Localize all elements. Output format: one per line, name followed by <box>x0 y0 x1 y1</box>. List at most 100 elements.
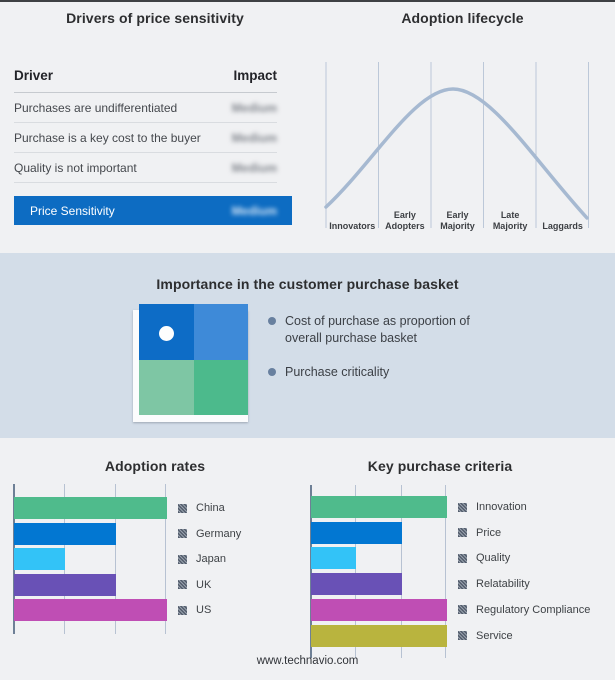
impact-cell-blurred: Medium <box>231 130 277 145</box>
stage-label: Laggards <box>542 220 583 231</box>
key-purchase-criteria-chart-title: Key purchase criteria <box>367 458 513 474</box>
bar-us <box>14 599 167 621</box>
bar-regulatory-compliance <box>311 598 447 621</box>
bullet-text: Cost of purchase as proportion of overal… <box>285 314 470 345</box>
table-header-row: Driver Impact <box>14 68 277 93</box>
legend-label: China <box>196 502 225 514</box>
legend-item: Innovation <box>458 496 527 518</box>
bar-germany <box>14 522 116 545</box>
x-gridline <box>115 484 116 634</box>
quadrant-cell-bottom-right <box>193 359 248 415</box>
legend-label: Quality <box>476 552 511 565</box>
legend-item: Regulatory Compliance <box>458 599 590 621</box>
stage-gridlines <box>325 62 589 228</box>
legend-label: Relatability <box>476 578 530 591</box>
lifecycle-bell-curve-chart <box>324 62 589 228</box>
adoption-rates-chart-title: Adoption rates <box>104 458 206 474</box>
driver-column-header: Driver <box>14 68 54 83</box>
legend-item: Germany <box>178 523 241 545</box>
legend-item: Japan <box>178 548 226 570</box>
stage-label: Early Majority <box>440 209 475 231</box>
price-sensitivity-highlight-row: Price Sensitivity Medium <box>14 196 292 225</box>
bell-curve <box>324 87 589 220</box>
stage-label: Innovators <box>329 220 376 231</box>
bar-quality <box>311 547 357 570</box>
legend-swatch-icon <box>458 579 467 589</box>
bar-innovation <box>311 496 447 518</box>
bullet-dot-icon <box>268 368 276 376</box>
quadrant-cell-top-right <box>193 304 248 360</box>
impact-cell-blurred: Medium <box>231 100 277 115</box>
impact-cell-blurred: Medium <box>231 160 277 175</box>
bar-china <box>14 497 167 519</box>
legend-item: Relatability <box>458 573 530 595</box>
table-row: Purchase is a key cost to the buyer Medi… <box>14 123 277 153</box>
table-row: Quality is not important Medium <box>14 153 277 183</box>
legend-item: US <box>178 599 211 621</box>
stage-label: Early Adopters <box>385 209 425 231</box>
legend-item: Quality <box>458 547 510 569</box>
legend-swatch-icon <box>458 553 467 563</box>
legend-label: Price <box>476 526 502 539</box>
legend-item: Service <box>458 625 513 647</box>
legend-label: Japan <box>196 553 226 565</box>
top-border-strip <box>0 0 615 2</box>
legend-swatch-icon <box>178 503 187 513</box>
x-gridline <box>400 485 402 658</box>
drivers-panel-title: Drivers of price sensitivity <box>66 10 244 26</box>
legend-swatch-icon <box>458 605 467 615</box>
bar-japan <box>14 548 65 570</box>
website-footer-text: www.technavio.com <box>256 655 359 667</box>
legend-label: UK <box>196 578 212 591</box>
driver-cell: Quality is not important <box>14 160 137 175</box>
bullet-item: Purchase criticality <box>268 364 503 381</box>
legend-item: UK <box>178 574 211 596</box>
driver-cell: Purchases are undifferentiated <box>14 100 178 115</box>
legend-label: Germany <box>196 527 242 540</box>
bar-service <box>311 624 447 647</box>
y-axis-line <box>13 484 15 634</box>
y-axis-line <box>310 485 312 658</box>
bullet-dot-icon <box>268 317 276 325</box>
drivers-table: Driver Impact Purchases are undifferenti… <box>14 68 292 225</box>
quadrant-cell-bottom-left <box>139 359 194 415</box>
bullet-item: Cost of purchase as proportion of overal… <box>268 313 503 346</box>
bar-uk <box>14 573 116 596</box>
quadrant-position-dot <box>159 326 174 341</box>
legend-item: Price <box>458 522 501 544</box>
table-row: Purchases are undifferentiated Medium <box>14 93 277 123</box>
lifecycle-stage-labels: Innovators Early Adopters Early Majority… <box>326 196 589 232</box>
bar-relatability <box>311 573 402 596</box>
legend-swatch-icon <box>178 554 187 564</box>
bar-price <box>311 521 402 544</box>
legend-swatch-icon <box>458 631 467 640</box>
legend-label: Regulatory Compliance <box>476 603 591 616</box>
legend-label: US <box>196 604 212 616</box>
x-gridline <box>165 484 166 634</box>
legend: Innovation Price Quality Relatability Regula… <box>458 485 615 658</box>
legend-swatch-icon <box>458 502 467 512</box>
purchase-basket-band <box>0 253 615 438</box>
quadrant-graphic <box>139 304 248 415</box>
plot-area <box>310 485 447 658</box>
basket-panel-title: Importance in the customer purchase bask… <box>156 276 459 292</box>
legend-swatch-icon <box>178 580 187 589</box>
legend-label: Service <box>476 629 513 642</box>
stage-label: Late Majority <box>492 209 528 231</box>
legend-item: China <box>178 497 225 519</box>
legend-swatch-icon <box>178 529 187 538</box>
legend-swatch-icon <box>458 528 467 538</box>
legend-label: Innovation <box>476 501 527 513</box>
driver-cell: Purchase is a key cost to the buyer <box>14 130 201 145</box>
plot-area <box>13 484 167 634</box>
legend-swatch-icon <box>178 605 187 615</box>
basket-bullet-list: Cost of purchase as proportion of overal… <box>268 313 503 399</box>
driver-cell: Price Sensitivity <box>30 203 115 218</box>
impact-cell-blurred: Medium <box>231 203 277 218</box>
bullet-text: Purchase criticality <box>285 365 390 379</box>
x-gridline <box>355 485 357 658</box>
impact-column-header: Impact <box>233 68 277 83</box>
lifecycle-panel-title: Adoption lifecycle <box>401 10 524 26</box>
legend: China Germany Japan UK US <box>178 484 308 634</box>
x-gridline <box>445 485 446 658</box>
